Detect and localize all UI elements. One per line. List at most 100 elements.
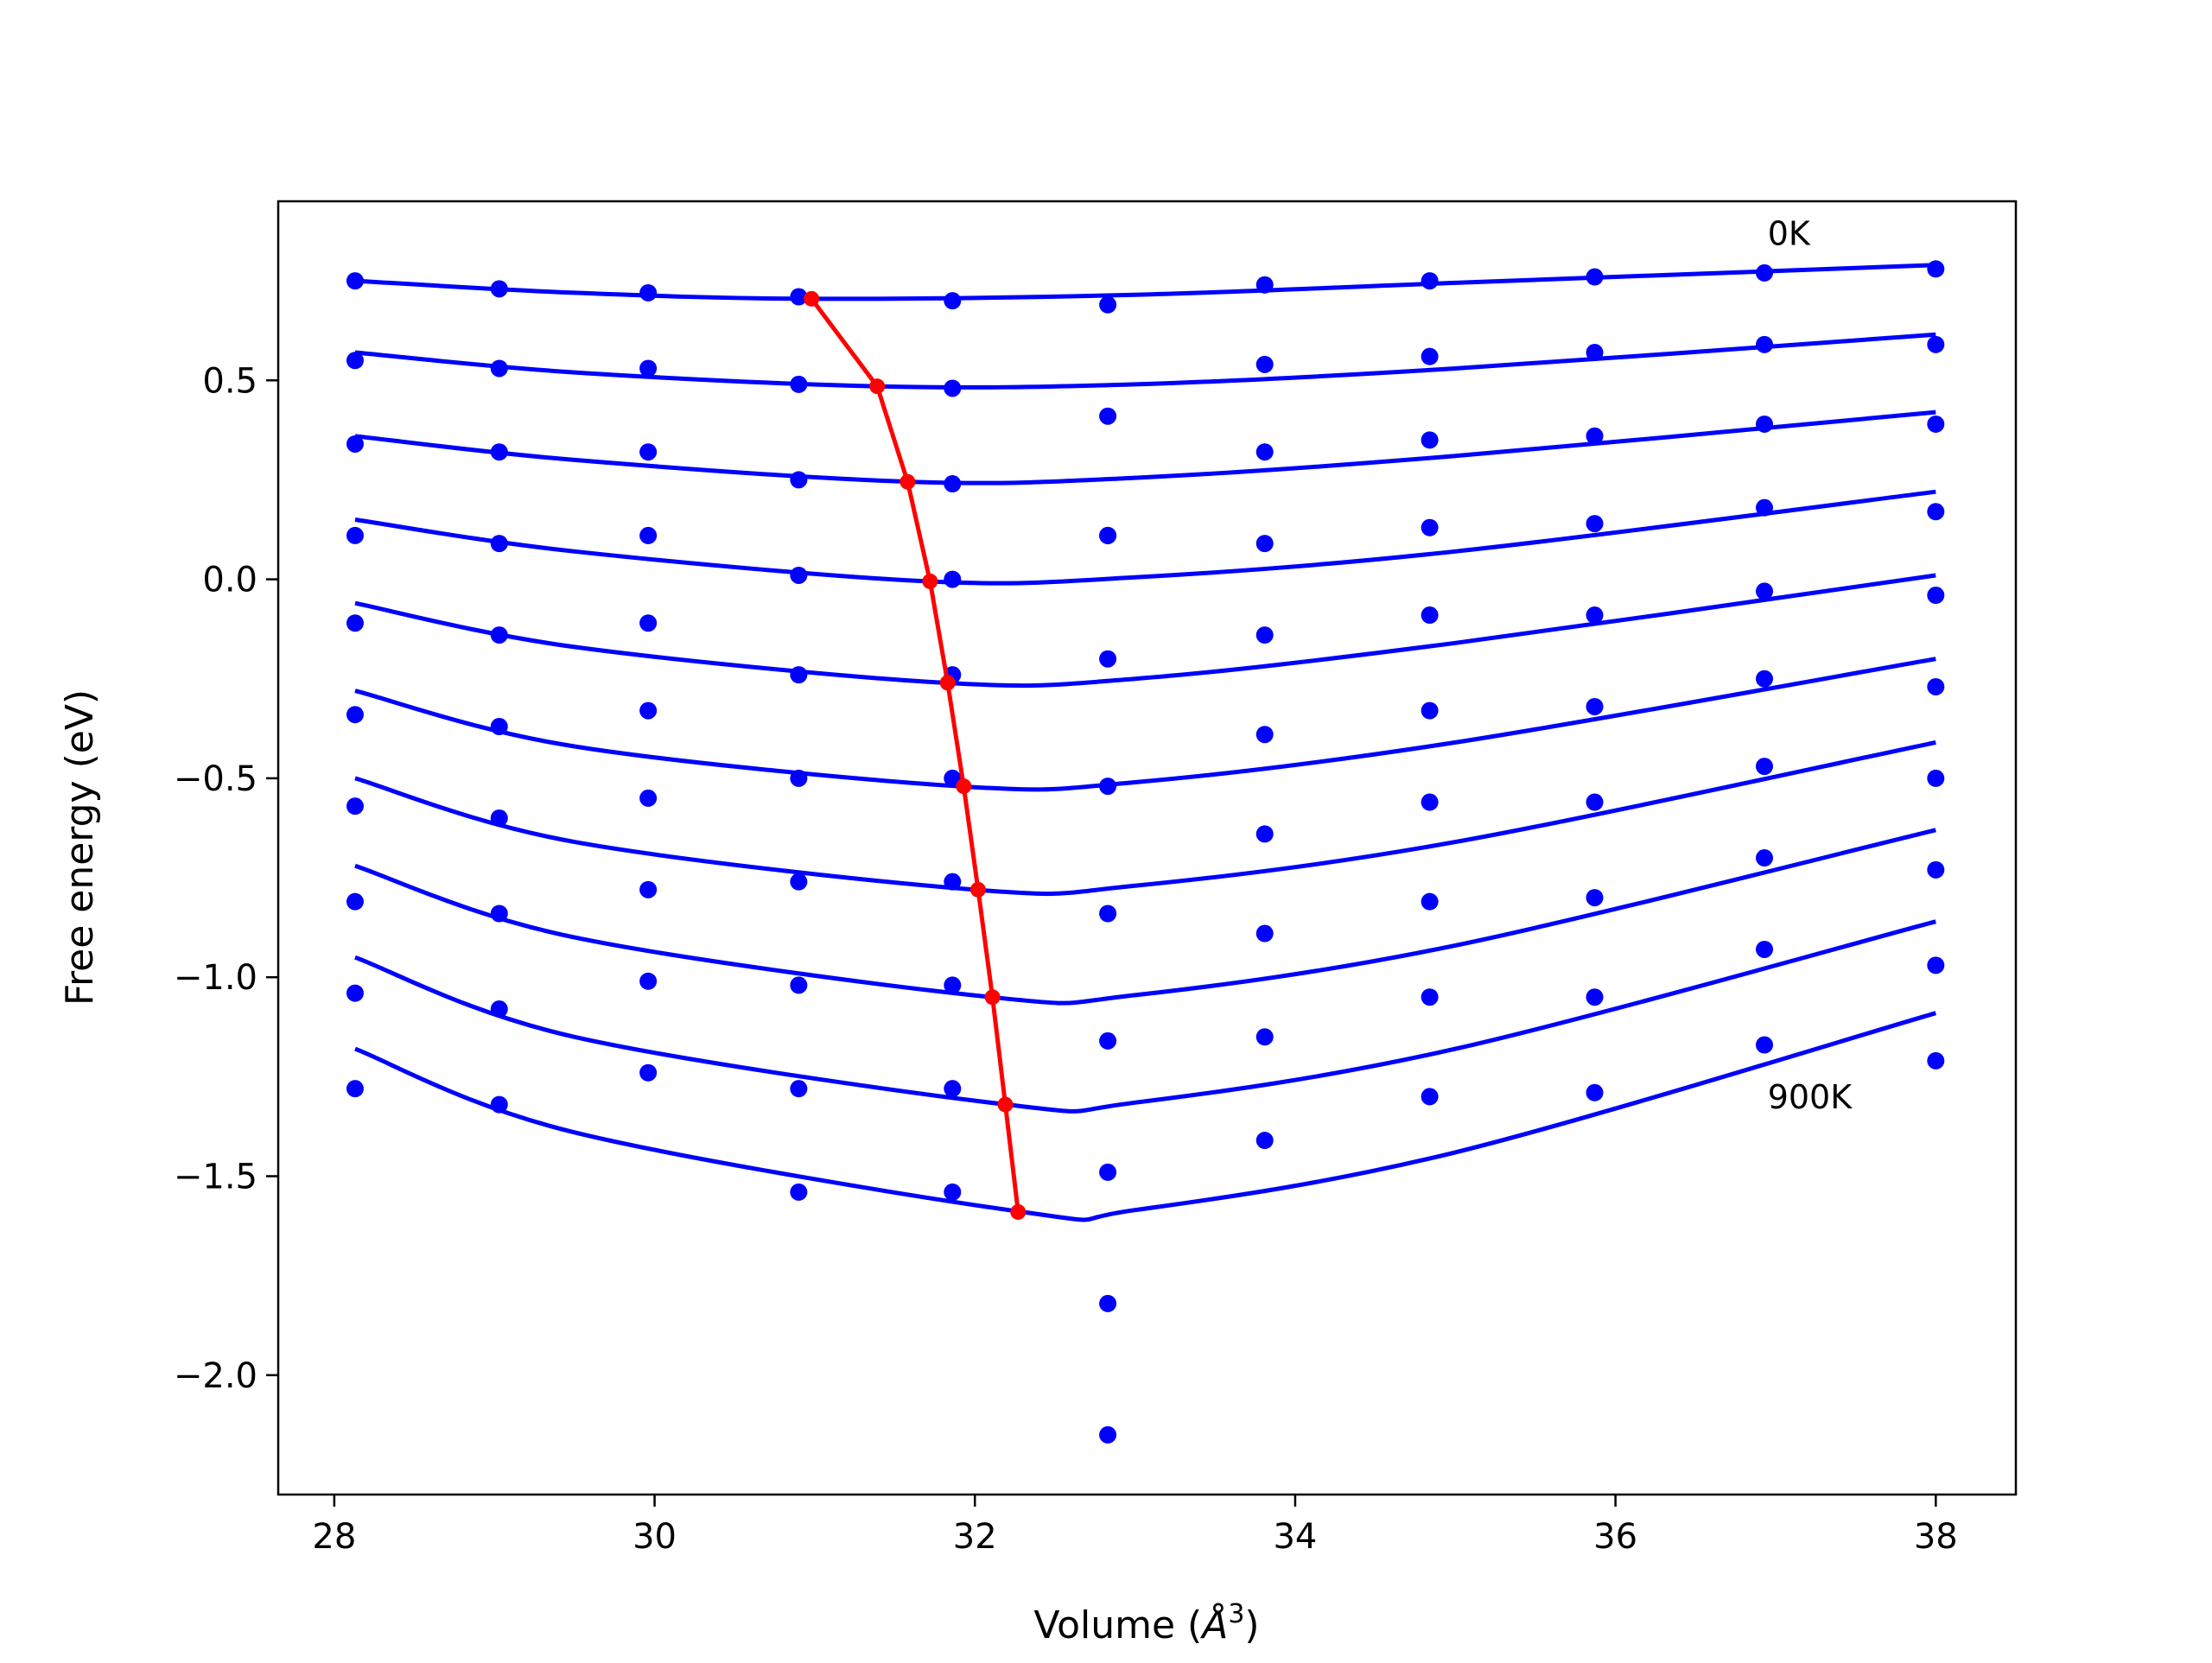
x-axis-label-text: Volume (: [1033, 1603, 1202, 1647]
data-point: [346, 614, 364, 632]
data-point: [1586, 889, 1604, 907]
data-point: [490, 443, 508, 461]
data-point: [346, 272, 364, 290]
data-point: [1255, 1132, 1274, 1150]
data-point: [346, 435, 364, 453]
fit-curve-3: [354, 489, 1936, 586]
data-point: [1927, 415, 1945, 433]
data-point: [1421, 701, 1439, 720]
data-point: [1099, 407, 1117, 425]
y-tick-label: −1.0: [174, 958, 257, 998]
minimum-point: [804, 290, 820, 307]
data-point: [1756, 498, 1774, 517]
data-point: [790, 666, 808, 684]
data-point: [1421, 518, 1439, 536]
x-axis-label-close: ): [1244, 1603, 1259, 1647]
data-point: [1099, 1425, 1117, 1444]
data-point: [1756, 758, 1774, 776]
data-point: [1099, 1031, 1117, 1050]
data-point: [490, 1000, 508, 1019]
data-point: [944, 1080, 962, 1098]
x-axis-label-unit: Å: [1199, 1602, 1228, 1647]
y-axis-label: Free energy (eV): [58, 689, 102, 1006]
minimum-point: [869, 378, 886, 395]
data-point: [1099, 295, 1117, 314]
data-point: [346, 526, 364, 544]
data-point: [1099, 1163, 1117, 1181]
x-tick-label: 38: [1914, 1517, 1958, 1557]
data-point: [639, 880, 658, 898]
minimum-point: [1010, 1203, 1027, 1220]
x-axis-ticks: 28 30 32 34 36 38: [312, 1495, 1958, 1557]
data-point: [639, 1063, 658, 1082]
y-tick-label: −1.5: [174, 1158, 257, 1197]
data-point: [346, 797, 364, 816]
data-point: [1586, 988, 1604, 1006]
data-point: [1255, 924, 1274, 943]
data-point: [790, 769, 808, 787]
fit-curve-9: [354, 1011, 1936, 1222]
fit-curve-6: [354, 739, 1936, 897]
data-point: [1586, 793, 1604, 811]
data-point: [490, 809, 508, 827]
data-point: [346, 1080, 364, 1098]
data-point: [790, 288, 808, 306]
data-point: [1421, 347, 1439, 365]
y-tick-label: −0.5: [174, 759, 257, 799]
data-point: [1756, 335, 1774, 353]
data-point: [1756, 263, 1774, 282]
data-point: [639, 701, 658, 720]
fit-curve-5: [354, 657, 1936, 792]
fit-curve-7: [354, 828, 1936, 1006]
data-point: [944, 379, 962, 397]
data-point: [1927, 677, 1945, 695]
x-axis-label: Volume (Å3): [1033, 1599, 1259, 1647]
fit-curve-2: [354, 409, 1936, 486]
x-tick-label: 32: [953, 1517, 997, 1557]
data-point: [1756, 415, 1774, 433]
data-point: [490, 718, 508, 736]
data-point: [490, 904, 508, 923]
points-layer: [346, 260, 1945, 1444]
data-point: [1099, 904, 1117, 923]
data-point: [944, 769, 962, 787]
minimum-path-line: [810, 297, 1020, 1213]
temperature-annotation: 900K: [1768, 1078, 1853, 1116]
data-point: [639, 359, 658, 378]
data-point: [1255, 443, 1274, 461]
data-point: [1421, 988, 1439, 1006]
data-point: [944, 1183, 962, 1201]
minimum-point: [939, 675, 956, 691]
data-point: [639, 789, 658, 807]
data-point: [1756, 1036, 1774, 1054]
data-point: [1099, 1294, 1117, 1312]
y-tick-label: 0.0: [202, 561, 257, 600]
data-point: [790, 1183, 808, 1201]
data-point: [1756, 849, 1774, 867]
x-tick-label: 30: [632, 1517, 677, 1557]
data-point: [1255, 825, 1274, 843]
series-layer: [354, 263, 1936, 1222]
data-point: [944, 292, 962, 310]
x-tick-label: 28: [312, 1517, 356, 1557]
data-point: [639, 614, 658, 632]
data-point: [346, 352, 364, 370]
data-point: [639, 283, 658, 301]
data-point: [1586, 606, 1604, 625]
data-point: [1255, 276, 1274, 294]
data-point: [490, 359, 508, 378]
data-point: [1421, 892, 1439, 911]
data-point: [490, 280, 508, 298]
data-point: [1099, 526, 1117, 544]
data-point: [790, 1080, 808, 1098]
data-point: [790, 976, 808, 994]
x-tick-label: 36: [1593, 1517, 1637, 1557]
data-point: [1586, 515, 1604, 533]
data-point: [1756, 670, 1774, 688]
data-point: [1255, 355, 1274, 373]
data-point: [1099, 650, 1117, 668]
minimum-point: [922, 573, 938, 589]
data-point: [346, 706, 364, 724]
data-point: [790, 566, 808, 584]
